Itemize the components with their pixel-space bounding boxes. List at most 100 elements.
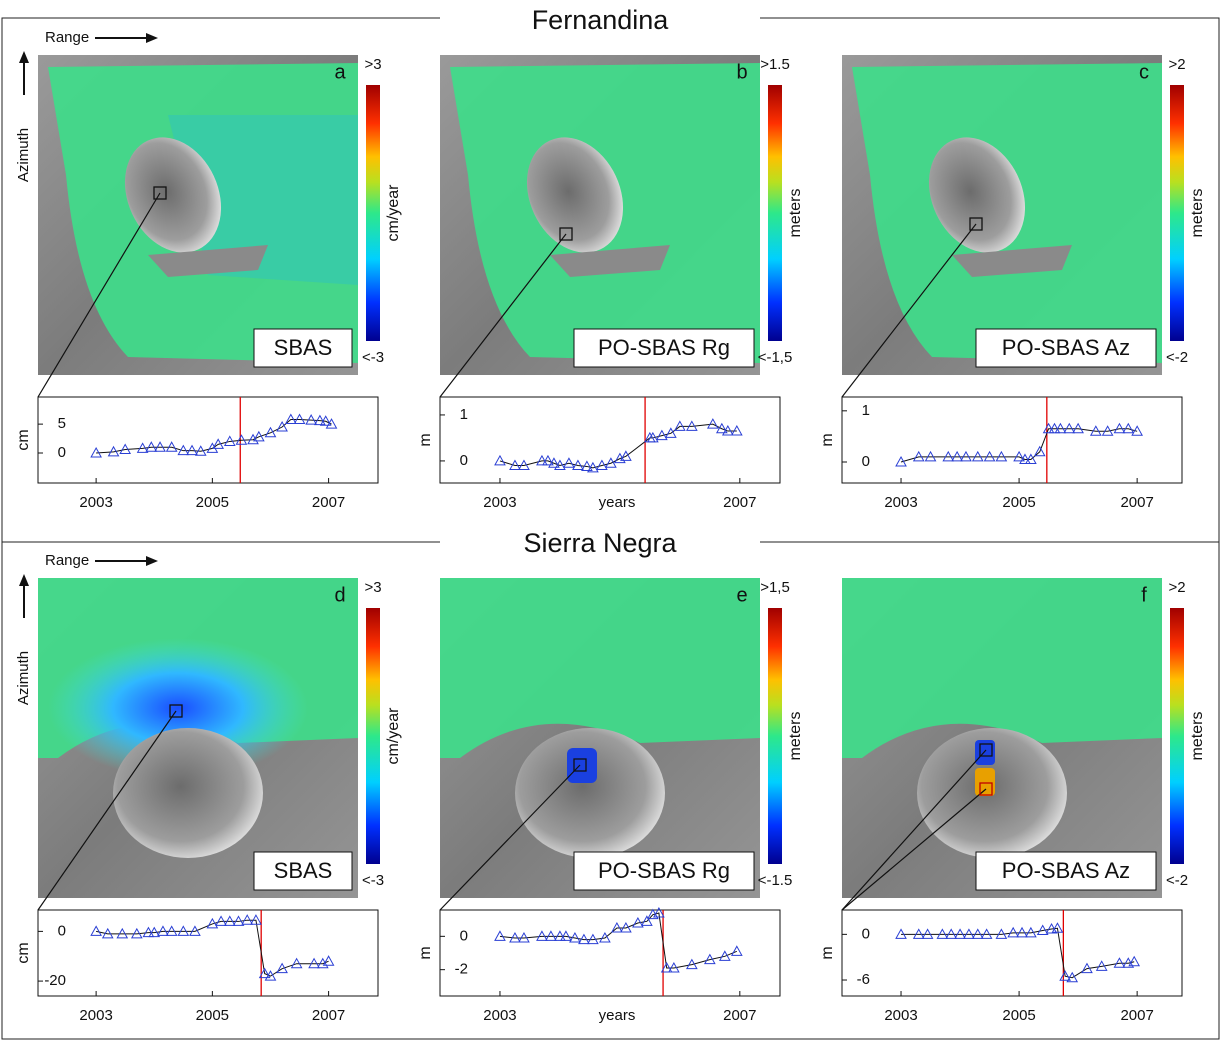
colorbar-max: >3 bbox=[364, 56, 381, 73]
colorbar-min: <-3 bbox=[362, 349, 384, 366]
range-arrow-head bbox=[146, 33, 158, 43]
panel-letter: d bbox=[334, 584, 345, 606]
data-point bbox=[116, 927, 129, 939]
data-point bbox=[1095, 960, 1108, 971]
connector bbox=[37, 710, 177, 911]
data-point bbox=[258, 967, 271, 979]
data-point bbox=[1042, 422, 1055, 434]
data-point bbox=[980, 928, 993, 939]
colorbar-max: >3 bbox=[364, 579, 381, 596]
y-tick-label: 1 bbox=[460, 406, 468, 423]
colorbar-min: <-1,5 bbox=[758, 349, 793, 366]
data-point bbox=[581, 460, 593, 471]
connector bbox=[841, 749, 987, 911]
x-tick-label: 2007 bbox=[312, 494, 345, 511]
data-point bbox=[545, 930, 557, 941]
caldera bbox=[515, 728, 665, 858]
frame-line bbox=[1, 17, 1220, 1040]
sample-box bbox=[979, 743, 993, 757]
data-point bbox=[290, 957, 303, 969]
data-point bbox=[148, 926, 161, 938]
data-point bbox=[924, 450, 937, 462]
data-point bbox=[921, 928, 934, 939]
y-tick-label: 0 bbox=[58, 922, 66, 939]
data-point bbox=[1113, 957, 1126, 968]
data-point bbox=[509, 459, 521, 471]
panel-letter: c bbox=[1139, 61, 1149, 83]
method-label: SBAS bbox=[274, 858, 333, 883]
colorbar bbox=[366, 608, 380, 864]
data-point bbox=[1101, 425, 1114, 436]
data-point bbox=[542, 454, 554, 466]
y-axis-label: m bbox=[819, 433, 836, 446]
data-point bbox=[703, 953, 716, 965]
data-point bbox=[936, 928, 949, 939]
series-line bbox=[96, 919, 329, 977]
data-point bbox=[241, 914, 254, 925]
data-point bbox=[206, 917, 219, 929]
data-point bbox=[563, 457, 575, 468]
connector bbox=[841, 223, 977, 398]
data-point bbox=[130, 927, 143, 939]
method-box bbox=[253, 851, 353, 891]
plot-area bbox=[37, 909, 379, 997]
data-point bbox=[632, 916, 644, 928]
azimuth-arrow-head bbox=[19, 574, 29, 586]
colorbar-unit: meters bbox=[787, 712, 804, 761]
data-point bbox=[1113, 422, 1126, 434]
method-box bbox=[253, 328, 353, 368]
colorbar bbox=[366, 85, 380, 341]
colorbar-unit: cm/year bbox=[385, 184, 402, 242]
data-point bbox=[101, 927, 114, 939]
data-point bbox=[276, 962, 288, 974]
data-point bbox=[189, 925, 201, 936]
caldera bbox=[113, 728, 263, 858]
data-point bbox=[157, 925, 169, 936]
data-point bbox=[653, 906, 665, 918]
panel-letter: a bbox=[334, 61, 346, 83]
y-axis-label: cm bbox=[15, 942, 32, 963]
section-title: Fernandina bbox=[532, 5, 670, 35]
colorbar-unit: meters bbox=[1189, 189, 1206, 238]
x-tick-label: 2005 bbox=[1002, 1007, 1035, 1024]
y-axis-label: m bbox=[417, 433, 434, 446]
data-point bbox=[1048, 422, 1061, 434]
crater bbox=[928, 137, 1026, 253]
y-axis-label: cm bbox=[15, 429, 32, 450]
data-point bbox=[177, 925, 190, 936]
data-point bbox=[587, 933, 599, 945]
crater-flank bbox=[952, 245, 1072, 277]
data-point bbox=[730, 425, 743, 436]
data-point bbox=[305, 414, 318, 425]
uplift-halo bbox=[48, 638, 308, 778]
data-point bbox=[90, 446, 102, 458]
data-point bbox=[912, 450, 925, 462]
frame bbox=[1, 17, 1220, 1040]
data-point bbox=[912, 928, 925, 939]
panel-letter: b bbox=[736, 61, 747, 83]
data-point bbox=[895, 455, 907, 467]
data-point bbox=[1128, 955, 1141, 967]
data-point bbox=[599, 931, 611, 943]
colorbar-max: >1.5 bbox=[760, 56, 790, 73]
data-point bbox=[1089, 425, 1102, 436]
deformation-overlay bbox=[440, 578, 760, 758]
data-point bbox=[1063, 422, 1076, 434]
colorbar-min: <-3 bbox=[362, 872, 384, 889]
plot-area bbox=[841, 396, 1183, 484]
data-point bbox=[945, 928, 958, 939]
method-label: SBAS bbox=[274, 335, 333, 360]
data-point bbox=[250, 914, 262, 925]
connector bbox=[841, 788, 987, 911]
colorbar bbox=[768, 85, 782, 341]
data-point bbox=[971, 450, 984, 462]
sample-box bbox=[153, 186, 167, 200]
sample-box bbox=[979, 782, 993, 796]
y-tick-label: 5 bbox=[58, 415, 66, 432]
deformation-overlay bbox=[842, 578, 1162, 758]
data-point bbox=[1025, 453, 1037, 464]
azimuth-label: Azimuth bbox=[15, 651, 32, 705]
crater-flank bbox=[550, 245, 670, 277]
azimuth-arrow-head bbox=[19, 51, 29, 63]
